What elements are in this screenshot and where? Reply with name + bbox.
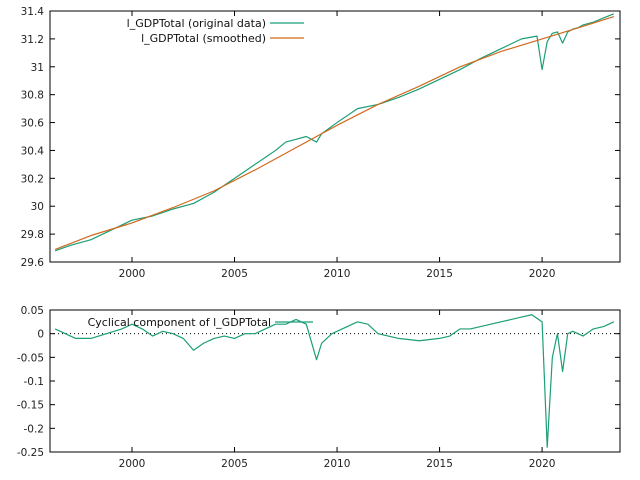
x-tick-label: 2015 [426, 458, 453, 470]
x-tick-label: 2000 [119, 458, 146, 470]
y-tick-label: 30.2 [21, 173, 44, 185]
y-tick-label: -0.15 [17, 400, 44, 412]
plot-frame [49, 10, 621, 263]
y-tick-label: -0.05 [17, 352, 44, 364]
series-line-1 [54, 13, 615, 252]
y-tick-label: 31.4 [21, 6, 45, 18]
y-tick-label: 0.05 [21, 305, 44, 317]
x-tick-label: 2020 [529, 268, 556, 280]
x-tick-label: 2010 [324, 268, 351, 280]
y-tick-label: -0.25 [17, 447, 44, 459]
y-tick-label: 30.6 [21, 118, 45, 130]
legend-label-1: l_GDPTotal (original data) [127, 17, 266, 30]
y-tick-label: 30 [31, 201, 44, 213]
plot-frame [49, 309, 621, 453]
y-tick-label: -0.2 [24, 423, 45, 435]
series-line-2 [54, 16, 615, 251]
x-tick-label: 2020 [529, 458, 556, 470]
top-panel: 29.6 29.8 30 30.2 30.4 30.6 30.8 31 31.2 31.4 2000… [21, 6, 621, 280]
y-tick-label: 31 [31, 62, 44, 74]
legend-label-2: l_GDPTotal (smoothed) [141, 32, 266, 45]
x-tick-label: 2010 [324, 458, 351, 470]
y-tick-label: -0.1 [24, 376, 45, 388]
y-tick-label: 0 [37, 329, 44, 341]
x-tick-label: 2000 [119, 268, 146, 280]
y-tick-label: 29.8 [21, 229, 44, 241]
x-tick-label: 2005 [221, 458, 248, 470]
series-line-1 [54, 314, 615, 448]
x-tick-label: 2005 [221, 268, 248, 280]
y-tick-label: 30.4 [21, 145, 45, 157]
y-tick-label: 29.6 [21, 257, 45, 269]
y-tick-label: 31.2 [21, 34, 44, 46]
y-tick-label: 30.8 [21, 90, 44, 102]
bottom-panel: -0.25 -0.2 -0.15 -0.1 -0.05 0 0.05 2000 2005 2010… [17, 305, 621, 470]
x-tick-label: 2015 [426, 268, 453, 280]
legend-label-1: Cyclical component of l_GDPTotal [88, 316, 271, 329]
